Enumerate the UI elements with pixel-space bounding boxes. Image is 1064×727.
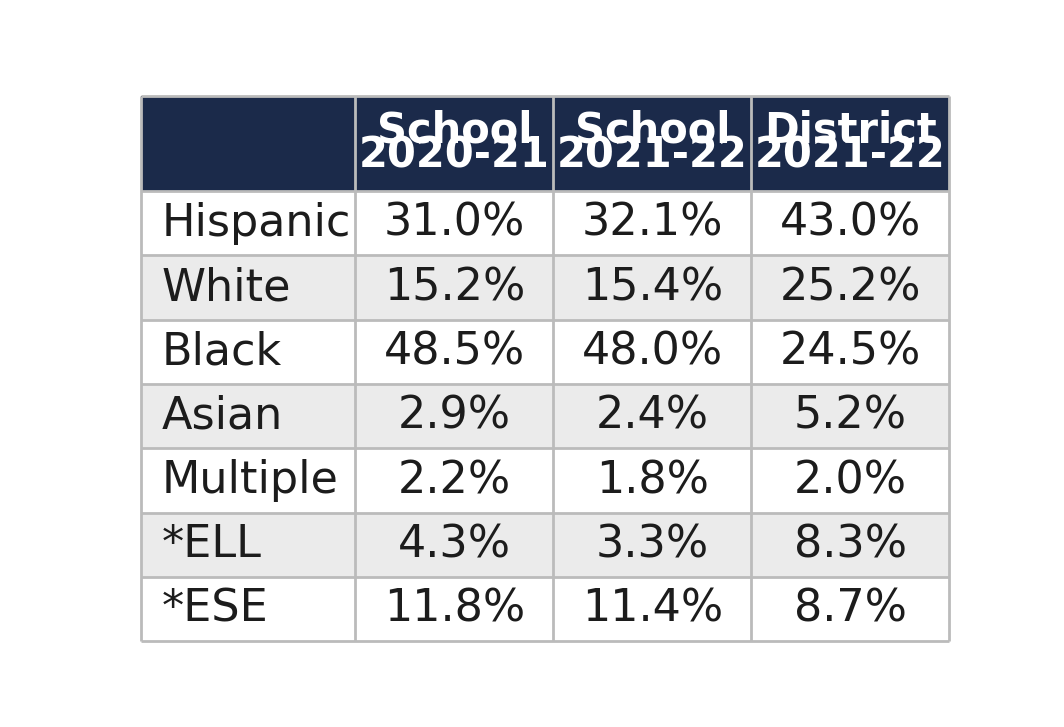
Text: 2.4%: 2.4% xyxy=(596,395,709,438)
Text: 1.8%: 1.8% xyxy=(596,459,709,502)
Bar xyxy=(751,449,949,513)
Text: School: School xyxy=(575,110,730,152)
Bar xyxy=(355,255,553,320)
Bar xyxy=(751,577,949,641)
Bar xyxy=(142,449,355,513)
Text: 4.3%: 4.3% xyxy=(398,523,511,566)
Bar xyxy=(142,96,355,191)
Bar xyxy=(751,513,949,577)
Text: 15.4%: 15.4% xyxy=(582,266,724,309)
Bar xyxy=(751,384,949,449)
Bar xyxy=(553,384,751,449)
Bar xyxy=(553,449,751,513)
Bar xyxy=(355,384,553,449)
Bar xyxy=(142,255,355,320)
Bar xyxy=(751,255,949,320)
Text: 2020-21: 2020-21 xyxy=(359,134,550,177)
Bar xyxy=(751,96,949,191)
Bar xyxy=(553,320,751,384)
Bar xyxy=(355,96,553,191)
Bar xyxy=(553,255,751,320)
Text: 2021-22: 2021-22 xyxy=(755,134,946,177)
Text: 2.0%: 2.0% xyxy=(794,459,907,502)
Bar xyxy=(142,577,355,641)
Text: 2.9%: 2.9% xyxy=(398,395,511,438)
Bar xyxy=(355,449,553,513)
Bar xyxy=(142,513,355,577)
Text: Multiple: Multiple xyxy=(162,459,338,502)
Text: 11.8%: 11.8% xyxy=(384,587,525,631)
Text: 3.3%: 3.3% xyxy=(596,523,709,566)
Text: 2.2%: 2.2% xyxy=(398,459,511,502)
Text: 11.4%: 11.4% xyxy=(582,587,724,631)
Text: *ELL: *ELL xyxy=(162,523,262,566)
Bar xyxy=(142,320,355,384)
Bar xyxy=(553,513,751,577)
Bar xyxy=(355,320,553,384)
Bar xyxy=(355,577,553,641)
Bar xyxy=(553,577,751,641)
Text: 31.0%: 31.0% xyxy=(384,202,525,245)
Text: 32.1%: 32.1% xyxy=(582,202,724,245)
Text: 8.7%: 8.7% xyxy=(794,587,907,631)
Text: Black: Black xyxy=(162,331,282,374)
Bar xyxy=(355,513,553,577)
Bar xyxy=(142,191,355,255)
Text: 2021-22: 2021-22 xyxy=(556,134,748,177)
Bar xyxy=(751,320,949,384)
Text: *ESE: *ESE xyxy=(162,587,268,631)
Text: Hispanic: Hispanic xyxy=(162,202,351,245)
Bar xyxy=(553,96,751,191)
Text: White: White xyxy=(162,266,292,309)
Text: 5.2%: 5.2% xyxy=(794,395,907,438)
Bar xyxy=(751,191,949,255)
Text: 25.2%: 25.2% xyxy=(780,266,921,309)
Text: 24.5%: 24.5% xyxy=(780,331,921,374)
Bar xyxy=(553,191,751,255)
Text: District: District xyxy=(764,110,936,152)
Text: 43.0%: 43.0% xyxy=(780,202,921,245)
Text: School: School xyxy=(377,110,532,152)
Bar xyxy=(355,191,553,255)
Text: 15.2%: 15.2% xyxy=(384,266,525,309)
Text: 48.0%: 48.0% xyxy=(582,331,724,374)
Text: Asian: Asian xyxy=(162,395,283,438)
Text: 8.3%: 8.3% xyxy=(794,523,907,566)
Bar xyxy=(142,384,355,449)
Text: 48.5%: 48.5% xyxy=(384,331,525,374)
